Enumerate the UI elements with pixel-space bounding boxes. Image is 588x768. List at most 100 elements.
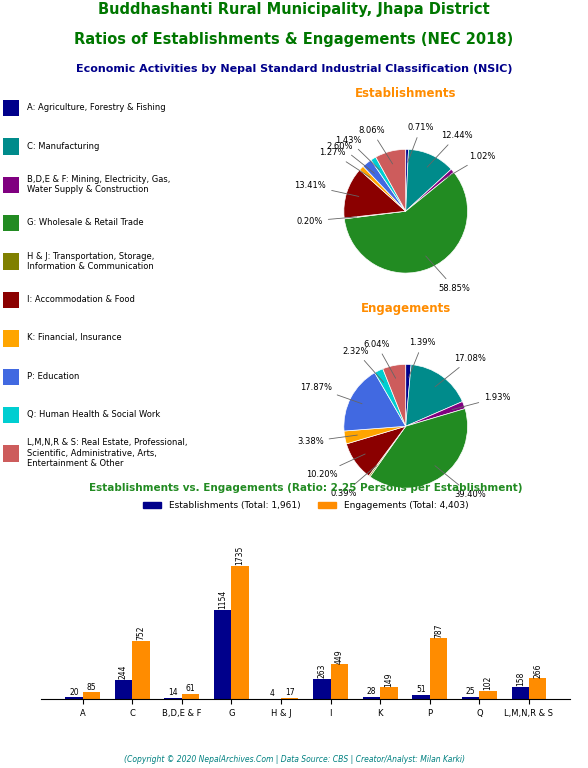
Bar <box>165 698 182 699</box>
Bar <box>65 697 82 699</box>
Text: 3.38%: 3.38% <box>297 435 358 446</box>
Text: B,D,E & F: Mining, Electricity, Gas,
Water Supply & Construction: B,D,E & F: Mining, Electricity, Gas, Wat… <box>27 175 171 194</box>
Text: 28: 28 <box>367 687 376 696</box>
Text: 25: 25 <box>466 687 476 696</box>
Bar <box>430 638 447 699</box>
Text: 752: 752 <box>136 626 145 641</box>
Text: 244: 244 <box>119 665 128 680</box>
Text: 51: 51 <box>416 685 426 694</box>
Wedge shape <box>375 369 406 426</box>
FancyBboxPatch shape <box>2 215 19 231</box>
Text: 449: 449 <box>335 649 344 664</box>
Bar <box>412 695 430 699</box>
FancyBboxPatch shape <box>2 177 19 193</box>
Text: 1.27%: 1.27% <box>319 148 370 177</box>
Text: (Copyright © 2020 NepalArchives.Com | Data Source: CBS | Creator/Analyst: Milan : (Copyright © 2020 NepalArchives.Com | Da… <box>123 755 465 764</box>
Bar <box>182 694 199 699</box>
FancyBboxPatch shape <box>2 292 19 308</box>
Text: K: Financial, Insurance: K: Financial, Insurance <box>27 333 122 343</box>
Bar <box>115 680 132 699</box>
Bar <box>512 687 529 699</box>
Bar <box>214 611 231 699</box>
Text: G: Wholesale & Retail Trade: G: Wholesale & Retail Trade <box>27 218 144 227</box>
Text: 266: 266 <box>533 664 542 677</box>
Wedge shape <box>406 150 451 211</box>
Bar <box>363 697 380 699</box>
Text: 102: 102 <box>483 676 493 690</box>
Text: Q: Human Health & Social Work: Q: Human Health & Social Work <box>27 410 161 419</box>
Text: 787: 787 <box>434 623 443 637</box>
Wedge shape <box>369 426 406 477</box>
Wedge shape <box>406 402 465 426</box>
FancyBboxPatch shape <box>2 138 19 154</box>
Wedge shape <box>346 426 406 476</box>
Text: 0.20%: 0.20% <box>296 217 357 226</box>
Bar <box>132 641 149 699</box>
Text: 1.93%: 1.93% <box>452 393 511 409</box>
Text: 149: 149 <box>385 672 393 687</box>
Text: 4: 4 <box>270 689 275 698</box>
Wedge shape <box>360 167 406 211</box>
Text: Ratios of Establishments & Engagements (NEC 2018): Ratios of Establishments & Engagements (… <box>74 32 514 47</box>
Title: Establishments: Establishments <box>355 87 456 100</box>
Text: 263: 263 <box>318 664 326 678</box>
Text: 17: 17 <box>285 688 295 697</box>
Text: 17.08%: 17.08% <box>435 354 486 387</box>
Wedge shape <box>370 409 467 488</box>
Text: 14: 14 <box>168 688 178 697</box>
Text: Economic Activities by Nepal Standard Industrial Classification (NSIC): Economic Activities by Nepal Standard In… <box>76 64 512 74</box>
Text: H & J: Transportation, Storage,
Information & Communication: H & J: Transportation, Storage, Informat… <box>27 251 155 271</box>
Title: Establishments vs. Engagements (Ratio: 2.25 Persons per Establishment): Establishments vs. Engagements (Ratio: 2… <box>89 483 523 493</box>
FancyBboxPatch shape <box>2 445 19 462</box>
Text: 1.39%: 1.39% <box>409 338 436 377</box>
Wedge shape <box>363 160 406 211</box>
Bar <box>231 565 249 699</box>
Wedge shape <box>406 364 411 426</box>
Text: 158: 158 <box>516 671 524 686</box>
Wedge shape <box>371 157 406 211</box>
Bar <box>281 697 298 699</box>
Text: I: Accommodation & Food: I: Accommodation & Food <box>27 295 135 304</box>
Text: 10.20%: 10.20% <box>306 454 365 478</box>
Text: 6.04%: 6.04% <box>363 339 396 379</box>
Wedge shape <box>383 364 406 426</box>
Text: 1154: 1154 <box>218 591 227 610</box>
Text: 0.39%: 0.39% <box>330 465 376 498</box>
Text: 17.87%: 17.87% <box>300 383 362 404</box>
Text: 0.71%: 0.71% <box>407 123 434 162</box>
Wedge shape <box>344 426 406 444</box>
Wedge shape <box>406 365 462 426</box>
Wedge shape <box>344 170 406 218</box>
FancyBboxPatch shape <box>2 253 19 270</box>
Bar <box>529 678 546 699</box>
Text: 39.40%: 39.40% <box>435 465 486 498</box>
Text: 58.85%: 58.85% <box>426 256 470 293</box>
Bar <box>313 679 330 699</box>
Text: L,M,N,R & S: Real Estate, Professional,
Scientific, Administrative, Arts,
Entert: L,M,N,R & S: Real Estate, Professional, … <box>27 439 188 468</box>
Text: 61: 61 <box>186 684 195 694</box>
Text: 8.06%: 8.06% <box>358 126 393 164</box>
Wedge shape <box>406 169 454 211</box>
Bar <box>462 697 479 699</box>
Text: 1.02%: 1.02% <box>443 152 495 180</box>
Text: 1.43%: 1.43% <box>336 136 379 170</box>
Text: 20: 20 <box>69 687 79 697</box>
FancyBboxPatch shape <box>2 407 19 423</box>
Wedge shape <box>344 372 406 431</box>
Text: Buddhashanti Rural Municipality, Jhapa District: Buddhashanti Rural Municipality, Jhapa D… <box>98 2 490 17</box>
Text: 1735: 1735 <box>236 545 245 565</box>
FancyBboxPatch shape <box>2 330 19 346</box>
Bar <box>380 687 397 699</box>
Wedge shape <box>345 172 467 273</box>
Text: C: Manufacturing: C: Manufacturing <box>27 141 99 151</box>
Legend: Establishments (Total: 1,961), Engagements (Total: 4,403): Establishments (Total: 1,961), Engagemen… <box>140 497 472 514</box>
Title: Engagements: Engagements <box>360 302 451 315</box>
Wedge shape <box>376 149 406 211</box>
Text: A: Agriculture, Forestry & Fishing: A: Agriculture, Forestry & Fishing <box>27 103 166 112</box>
Bar <box>82 693 100 699</box>
Wedge shape <box>344 211 406 219</box>
Text: 13.41%: 13.41% <box>295 181 359 197</box>
Bar <box>330 664 348 699</box>
Text: P: Education: P: Education <box>27 372 79 381</box>
Wedge shape <box>406 149 409 211</box>
